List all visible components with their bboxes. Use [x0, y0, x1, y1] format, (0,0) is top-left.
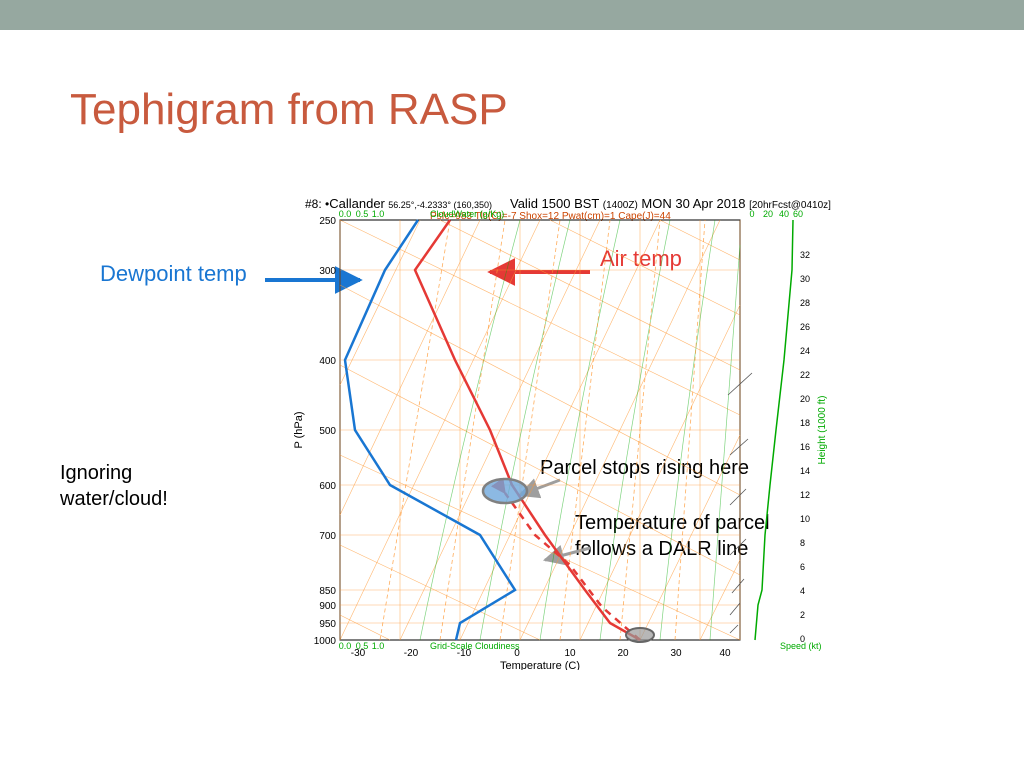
tephigram-chart: 2503004005006007008509009501000 -30-20-1… — [290, 195, 840, 670]
x-axis-label: Temperature (C) — [500, 660, 580, 670]
parcel-stop-marker — [483, 479, 527, 503]
svg-text:30: 30 — [800, 274, 810, 284]
svg-text:24: 24 — [800, 346, 810, 356]
svg-text:1000: 1000 — [314, 636, 337, 647]
svg-text:10: 10 — [800, 514, 810, 524]
presentation-top-bar — [0, 0, 1024, 30]
svg-text:0.0: 0.0 — [339, 641, 352, 651]
svg-text:0.5: 0.5 — [356, 641, 369, 651]
svg-text:8: 8 — [800, 538, 805, 548]
svg-text:0.5: 0.5 — [356, 209, 369, 219]
svg-text:Speed (kt): Speed (kt) — [780, 641, 822, 651]
svg-text:0: 0 — [749, 209, 754, 219]
ignoring-annotation: Ignoring water/cloud! — [60, 460, 210, 512]
svg-text:600: 600 — [319, 481, 336, 492]
svg-text:Grid-Scale Cloudiness: Grid-Scale Cloudiness — [430, 641, 520, 651]
svg-text:250: 250 — [319, 216, 336, 227]
svg-text:30: 30 — [670, 648, 682, 659]
svg-text:900: 900 — [319, 601, 336, 612]
svg-text:60: 60 — [793, 209, 803, 219]
svg-text:28: 28 — [800, 298, 810, 308]
svg-text:20: 20 — [617, 648, 629, 659]
svg-text:26: 26 — [800, 322, 810, 332]
svg-text:32: 32 — [800, 250, 810, 260]
svg-text:20: 20 — [763, 209, 773, 219]
svg-text:850: 850 — [319, 586, 336, 597]
svg-text:6: 6 — [800, 562, 805, 572]
dewpoint-annotation: Dewpoint temp — [100, 260, 260, 289]
svg-text:10: 10 — [564, 648, 576, 659]
cloudwater-label: CloudWater (g/Kg) — [430, 209, 504, 219]
y2-axis-label: Height (1000 ft) — [817, 396, 828, 465]
svg-text:1.0: 1.0 — [372, 209, 385, 219]
svg-text:40: 40 — [719, 648, 731, 659]
parcel-start-marker — [626, 628, 654, 642]
svg-text:4: 4 — [800, 586, 805, 596]
svg-text:950: 950 — [319, 619, 336, 630]
svg-text:2: 2 — [800, 610, 805, 620]
parcel-path — [505, 493, 640, 640]
slide-title: Tephigram from RASP — [70, 85, 508, 135]
svg-text:0.0: 0.0 — [339, 209, 352, 219]
svg-text:20: 20 — [800, 394, 810, 404]
svg-text:16: 16 — [800, 442, 810, 452]
svg-text:500: 500 — [319, 426, 336, 437]
svg-text:300: 300 — [319, 266, 336, 277]
svg-text:18: 18 — [800, 418, 810, 428]
svg-text:12: 12 — [800, 490, 810, 500]
svg-text:14: 14 — [800, 466, 810, 476]
svg-text:40: 40 — [779, 209, 789, 219]
svg-text:-20: -20 — [404, 648, 419, 659]
y-axis-label: P (hPa) — [293, 411, 305, 448]
svg-text:700: 700 — [319, 531, 336, 542]
svg-text:1.0: 1.0 — [372, 641, 385, 651]
svg-text:400: 400 — [319, 356, 336, 367]
svg-text:22: 22 — [800, 370, 810, 380]
